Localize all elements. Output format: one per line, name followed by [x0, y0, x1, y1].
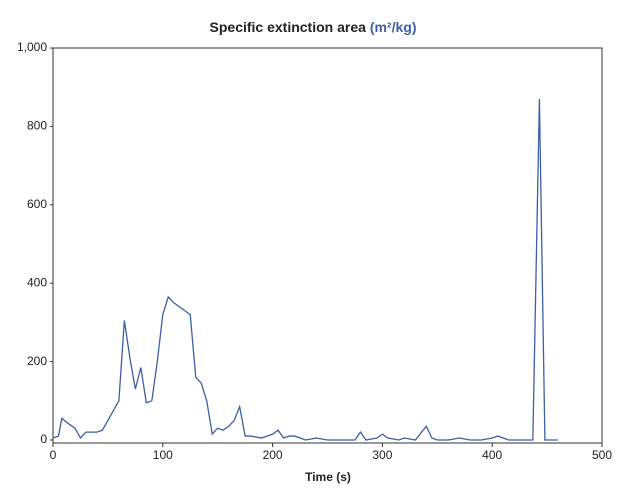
x-tick-label: 500 — [592, 448, 612, 462]
title-units: (m²/kg) — [370, 19, 417, 35]
x-tick-label: 300 — [372, 448, 392, 462]
data-line — [52, 98, 559, 441]
y-tick-label: 800 — [27, 119, 47, 133]
chart-title: Specific extinction area (m²/kg) — [210, 19, 417, 35]
x-axis-label: Time (s) — [305, 470, 351, 484]
x-tick-label: 100 — [153, 448, 173, 462]
y-tick-label: 1,000 — [17, 40, 47, 54]
x-tick-label: 0 — [50, 448, 57, 462]
y-tick-label: 400 — [27, 275, 47, 289]
x-tick-label: 200 — [263, 448, 283, 462]
y-tick-label: 0 — [40, 432, 47, 446]
plot-frame — [52, 47, 603, 444]
y-tick-label: 600 — [27, 197, 47, 211]
x-tick-label: 400 — [482, 448, 502, 462]
title-text: Specific extinction area — [210, 19, 367, 35]
y-tick-label: 200 — [27, 354, 47, 368]
